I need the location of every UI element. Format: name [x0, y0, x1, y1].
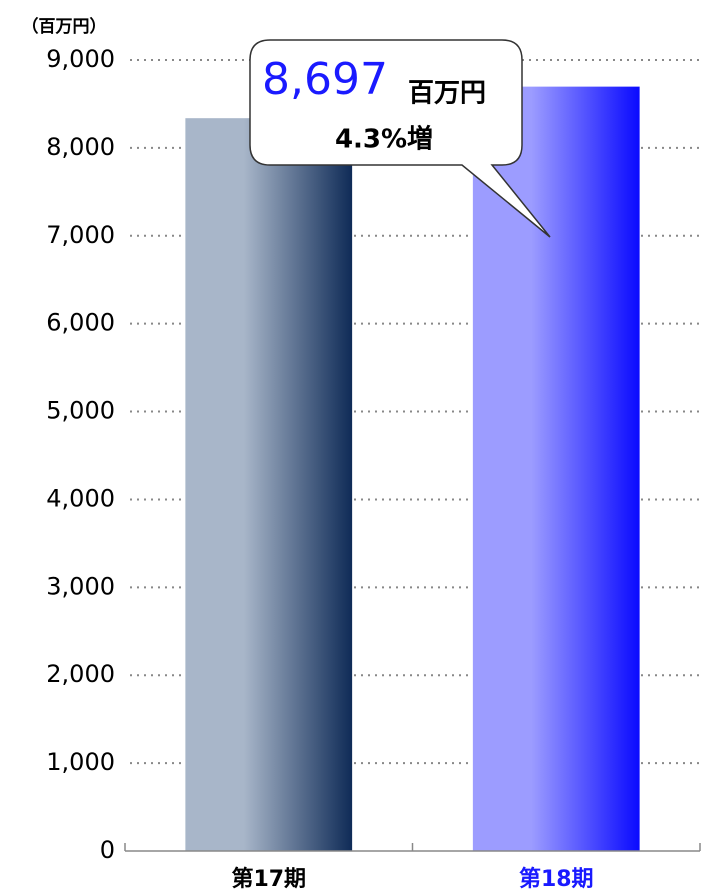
- value-label-unit: 百万円: [408, 79, 486, 109]
- x-tick-label: 第18期: [519, 866, 594, 892]
- x-tick-label: 第17期: [231, 866, 306, 892]
- y-tick-label: 9,000: [46, 45, 115, 73]
- bar: [185, 118, 353, 852]
- callout: [249, 39, 551, 238]
- bar: [472, 86, 640, 852]
- y-tick-label: 4,000: [46, 484, 115, 512]
- y-tick-label: 8,000: [46, 133, 115, 161]
- y-tick-label: 1,000: [46, 748, 115, 776]
- unit-label: （百万円）: [22, 16, 107, 37]
- y-tick-label: 6,000: [46, 309, 115, 337]
- y-tick-label: 0: [100, 836, 115, 864]
- annotation: 4.3%増: [335, 125, 433, 155]
- y-tick-label: 2,000: [46, 660, 115, 688]
- y-tick-label: 5,000: [46, 397, 115, 425]
- y-tick-label: 7,000: [46, 221, 115, 249]
- y-tick-label: 3,000: [46, 572, 115, 600]
- value-label: 8,697: [262, 54, 388, 105]
